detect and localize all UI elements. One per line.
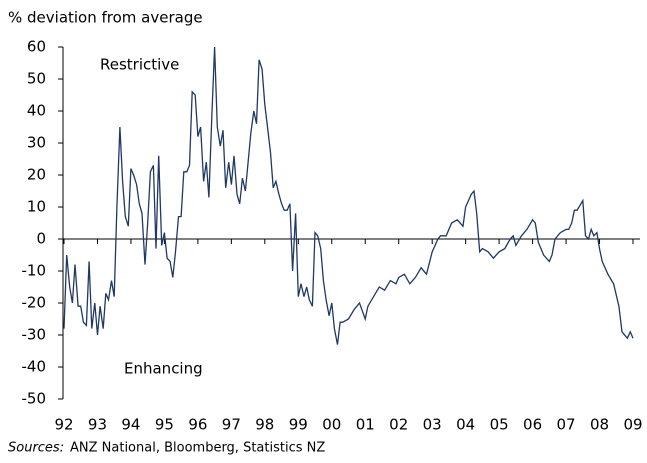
x-tick-label: 02 — [389, 416, 408, 434]
y-tick-label: -10 — [22, 262, 47, 280]
x-tick-label: 03 — [423, 416, 442, 434]
y-tick-label: 30 — [27, 134, 46, 152]
x-tick-label: 04 — [456, 416, 475, 434]
y-tick-label: 40 — [27, 102, 46, 120]
x-tick-label: 93 — [88, 416, 107, 434]
x-tick-label: 98 — [255, 416, 274, 434]
x-tick-label: 09 — [623, 416, 642, 434]
x-tick-label: 94 — [121, 416, 140, 434]
y-tick-label: 50 — [27, 70, 46, 88]
y-tick-label: 20 — [27, 166, 46, 184]
x-tick-label: 00 — [322, 416, 341, 434]
x-tick-label: 92 — [54, 416, 73, 434]
y-tick-label: 0 — [36, 230, 46, 248]
y-tick-label: 10 — [27, 198, 46, 216]
x-tick-label: 95 — [155, 416, 174, 434]
x-tick-label: 07 — [557, 416, 576, 434]
y-tick-label: -30 — [22, 326, 47, 344]
source: ANZ National, Bloomberg, Statistics NZ — [70, 441, 325, 456]
y-tick-label: -20 — [22, 294, 47, 312]
source-prefix: Sources: — [8, 441, 64, 456]
y-tick-label: -40 — [22, 358, 47, 376]
y-axis-label: % deviation from average — [8, 9, 203, 27]
annotation: Restrictive — [100, 56, 179, 74]
x-tick-label: 05 — [490, 416, 509, 434]
x-tick-label: 97 — [222, 416, 241, 434]
x-tick-label: 01 — [356, 416, 375, 434]
x-tick-label: 08 — [590, 416, 609, 434]
series-line — [63, 46, 634, 345]
x-tick-label: 99 — [289, 416, 308, 434]
x-tick-label: 96 — [188, 416, 207, 434]
y-tick-label: -50 — [22, 390, 47, 408]
annotation: Enhancing — [124, 360, 203, 378]
x-tick-label: 06 — [523, 416, 542, 434]
y-tick-label: 60 — [27, 38, 46, 56]
